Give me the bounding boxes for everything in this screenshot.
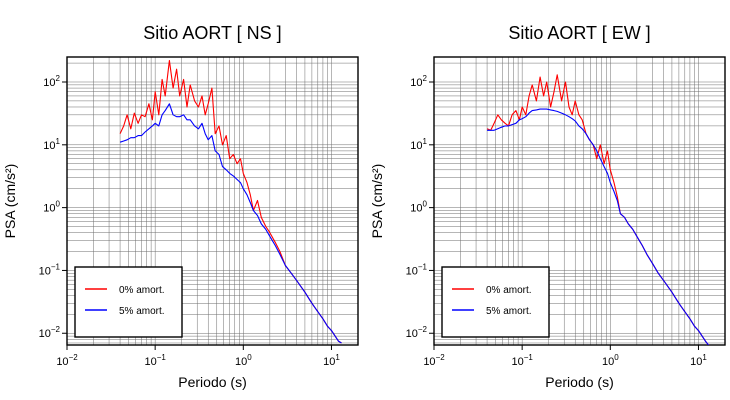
y-tick-label: 10−1 [406,262,428,277]
panel-1: Sitio AORT [ NS ]10−2 10−1 100 10110−210−11… [2,23,359,390]
x-axis-label: Periodo (s) [545,374,613,390]
y-tick-label: 102 [43,74,60,89]
x-tick-label: 10−1 [511,353,533,368]
legend-box [74,266,183,338]
x-tick-label: 10−2 [423,353,445,368]
chart-title: Sitio AORT [ NS ] [143,23,281,43]
x-tick-label: 10−2 [56,353,78,368]
legend-label: 5% amort. [486,306,532,317]
series-line-damped [119,103,342,344]
y-axis-label: PSA (cm/s²) [369,164,385,239]
y-tick-label: 10−2 [406,325,428,340]
y-tick-label: 100 [410,200,427,215]
y-tick-label: 101 [43,137,60,152]
series-lines [119,59,342,344]
x-ticks: 10−2 10−1 100 101 [56,345,340,368]
legend-box [441,266,550,338]
y-tick-label: 100 [43,200,60,215]
y-axis-label: PSA (cm/s²) [2,164,18,239]
y-tick-label: 102 [410,74,427,89]
y-ticks: 10−2 10−1 100 101 102 [39,74,67,340]
x-tick-label: 100 [602,353,619,368]
x-axis-label: Periodo (s) [178,374,246,390]
chart-title: Sitio AORT [ EW ] [508,23,650,43]
x-tick-label: 100 [235,353,252,368]
y-tick-label: 10−1 [39,262,61,277]
legend: 0% amort. 5% amort. [74,266,183,338]
series-line-damped [487,108,710,345]
x-tick-label: 10−1 [144,353,166,368]
x-tick-label: 101 [323,353,340,368]
series-lines [486,74,710,345]
plot-frame [66,56,359,346]
legend-label: 0% amort. [486,285,532,296]
y-tick-label: 101 [410,137,427,152]
x-ticks: 10−2 10−1 100 101 [423,345,707,368]
panel-2: Sitio AORT [ EW ]10−2 10−1 100 10110−210−11… [369,23,726,390]
y-tick-label: 10−2 [39,325,61,340]
x-tick-label: 101 [690,353,707,368]
legend-label: 5% amort. [119,306,165,317]
legend: 0% amort. 5% amort. [441,266,550,338]
plot-frame [433,56,726,346]
y-ticks: 10−2 10−1 100 101 102 [406,74,434,340]
legend-label: 0% amort. [119,285,165,296]
